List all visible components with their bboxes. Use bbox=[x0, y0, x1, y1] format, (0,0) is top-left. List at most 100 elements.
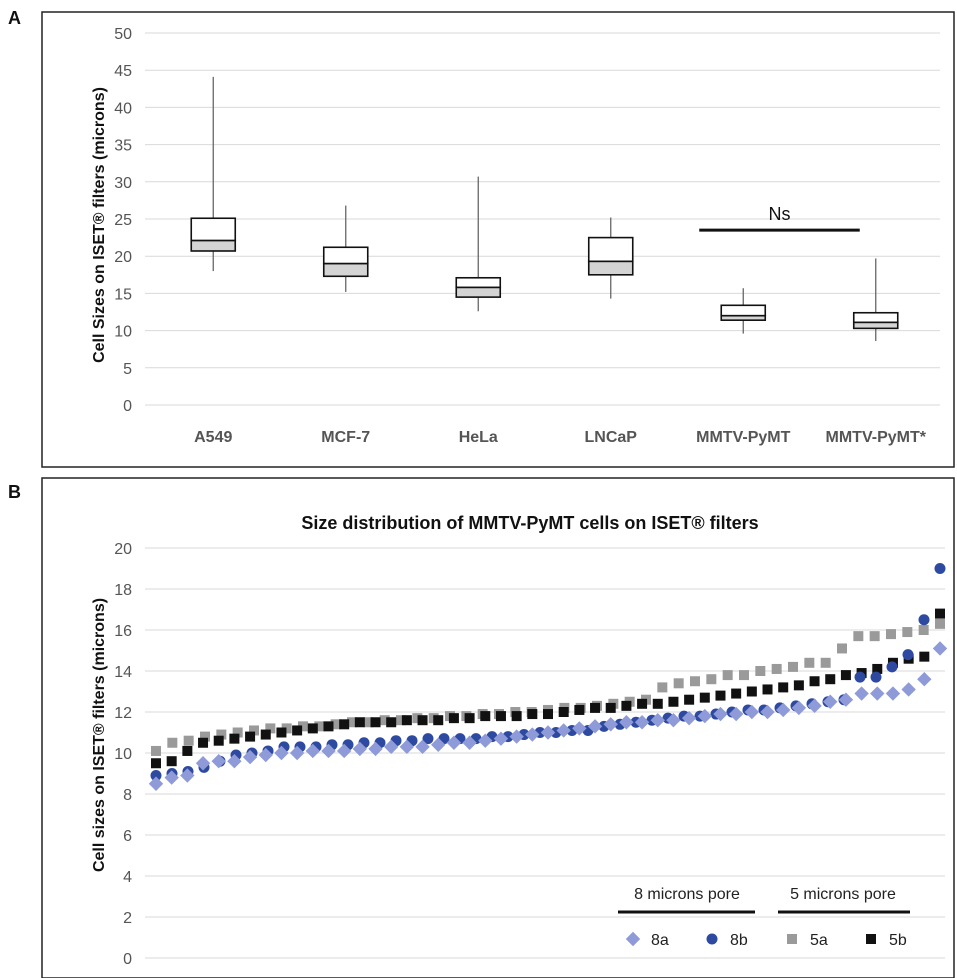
point-8a bbox=[368, 741, 383, 757]
legend-label-5a: 5a bbox=[810, 932, 828, 949]
box-lower-half bbox=[852, 321, 899, 330]
point-5a bbox=[820, 657, 831, 668]
point-5b bbox=[527, 709, 538, 720]
point-8a bbox=[274, 745, 289, 761]
panel-b-title: Size distribution of MMTV-PyMT cells on … bbox=[301, 513, 758, 533]
box-lncap bbox=[587, 217, 634, 299]
panel-a-category-label: A549 bbox=[194, 429, 232, 446]
point-5b bbox=[605, 702, 616, 713]
panel-a-y-tick-label: 15 bbox=[114, 286, 132, 303]
panel-a-category-label: MMTV-PyMT bbox=[696, 429, 790, 446]
point-8a bbox=[917, 672, 932, 687]
legend-marker-5b bbox=[866, 934, 876, 944]
point-5a bbox=[347, 717, 357, 728]
point-8a bbox=[431, 737, 446, 752]
point-8a bbox=[540, 725, 556, 740]
point-8a bbox=[164, 770, 179, 785]
point-8a bbox=[509, 729, 524, 744]
legend-group-5-microns: 5 microns pore bbox=[790, 886, 896, 903]
panel-b-y-tick-label: 6 bbox=[123, 828, 132, 845]
point-5a bbox=[657, 682, 668, 693]
point-5a bbox=[771, 663, 782, 674]
point-5a bbox=[216, 729, 227, 740]
point-5b bbox=[699, 692, 710, 703]
box-upper-half bbox=[587, 236, 634, 263]
point-8a bbox=[352, 741, 368, 757]
series-8b bbox=[150, 563, 946, 782]
point-8a bbox=[415, 739, 430, 755]
point-5b bbox=[684, 694, 695, 705]
point-8b bbox=[854, 671, 866, 683]
panel-b-y-tick-label: 20 bbox=[114, 541, 132, 558]
panel-b-y-ticks: 0 2 4 6 8 10 12 14 16 18 20 bbox=[114, 541, 132, 968]
point-5b bbox=[182, 745, 193, 756]
panel-a-y-label: Cell Sizes on ISET® filters (microns) bbox=[91, 87, 108, 363]
point-8b bbox=[870, 671, 882, 683]
point-5b bbox=[511, 711, 522, 722]
panel-a-category-label: MMTV-PyMT* bbox=[826, 429, 927, 446]
point-5b bbox=[621, 700, 632, 711]
point-5a bbox=[902, 627, 913, 638]
point-5b bbox=[464, 713, 475, 724]
point-5b bbox=[480, 711, 491, 722]
legend-marker-8a bbox=[625, 931, 641, 947]
legend-label-5b: 5b bbox=[889, 932, 907, 949]
point-5b bbox=[495, 711, 506, 722]
point-5b bbox=[731, 688, 742, 699]
point-8a bbox=[838, 692, 854, 707]
point-5b bbox=[433, 715, 444, 726]
point-8a bbox=[619, 715, 634, 730]
panel-a-y-tick-label: 0 bbox=[123, 398, 132, 415]
panel-a-categories: A549 MCF-7 HeLa LNCaP MMTV-PyMT MMTV-PyMT* bbox=[194, 429, 927, 446]
point-5b bbox=[354, 717, 365, 728]
point-5b bbox=[652, 698, 663, 709]
point-5b bbox=[386, 717, 397, 728]
point-8b bbox=[902, 649, 914, 661]
point-8a bbox=[242, 749, 258, 765]
point-8a bbox=[932, 641, 948, 656]
box-upper-half bbox=[190, 217, 237, 242]
panel-a-y-tick-label: 35 bbox=[114, 138, 132, 155]
panel-b-points bbox=[148, 563, 948, 791]
point-8b bbox=[886, 661, 898, 673]
panel-a-boxes bbox=[190, 76, 899, 342]
point-5b bbox=[198, 737, 209, 748]
point-5a bbox=[722, 670, 733, 681]
point-5b bbox=[825, 674, 836, 685]
point-5a bbox=[232, 727, 243, 738]
point-5a bbox=[935, 618, 945, 629]
legend-group-8-microns: 8 microns pore bbox=[634, 886, 740, 903]
point-5a bbox=[167, 737, 178, 748]
panel-a-y-tick-label: 10 bbox=[114, 324, 132, 341]
point-5b bbox=[245, 731, 256, 742]
box-a549 bbox=[190, 76, 237, 272]
box-upper-half bbox=[720, 304, 767, 317]
series-8a bbox=[148, 641, 948, 791]
legend-label-8b: 8b bbox=[730, 932, 748, 949]
box-lower-half bbox=[587, 260, 634, 276]
point-8a bbox=[227, 754, 242, 769]
point-5b bbox=[919, 651, 930, 662]
point-5b bbox=[637, 698, 648, 709]
point-5a bbox=[412, 713, 423, 724]
point-5a bbox=[739, 670, 749, 681]
box-hela bbox=[455, 176, 502, 312]
point-5b bbox=[840, 670, 851, 681]
point-8a bbox=[446, 735, 462, 750]
panel-b-y-tick-label: 16 bbox=[114, 623, 132, 640]
panel-b-y-tick-label: 0 bbox=[123, 951, 132, 968]
point-5b bbox=[746, 686, 757, 697]
box-upper-half bbox=[455, 276, 502, 289]
series-5b bbox=[151, 608, 945, 769]
point-8a bbox=[681, 710, 697, 726]
point-5b bbox=[339, 719, 350, 730]
point-8b bbox=[150, 770, 162, 782]
point-8a bbox=[823, 694, 838, 709]
point-5b bbox=[872, 663, 883, 674]
point-5b bbox=[213, 735, 224, 746]
point-8a bbox=[697, 708, 712, 724]
point-5a bbox=[265, 723, 276, 734]
point-5b bbox=[543, 709, 553, 720]
panel-b-y-tick-label: 2 bbox=[123, 910, 132, 927]
